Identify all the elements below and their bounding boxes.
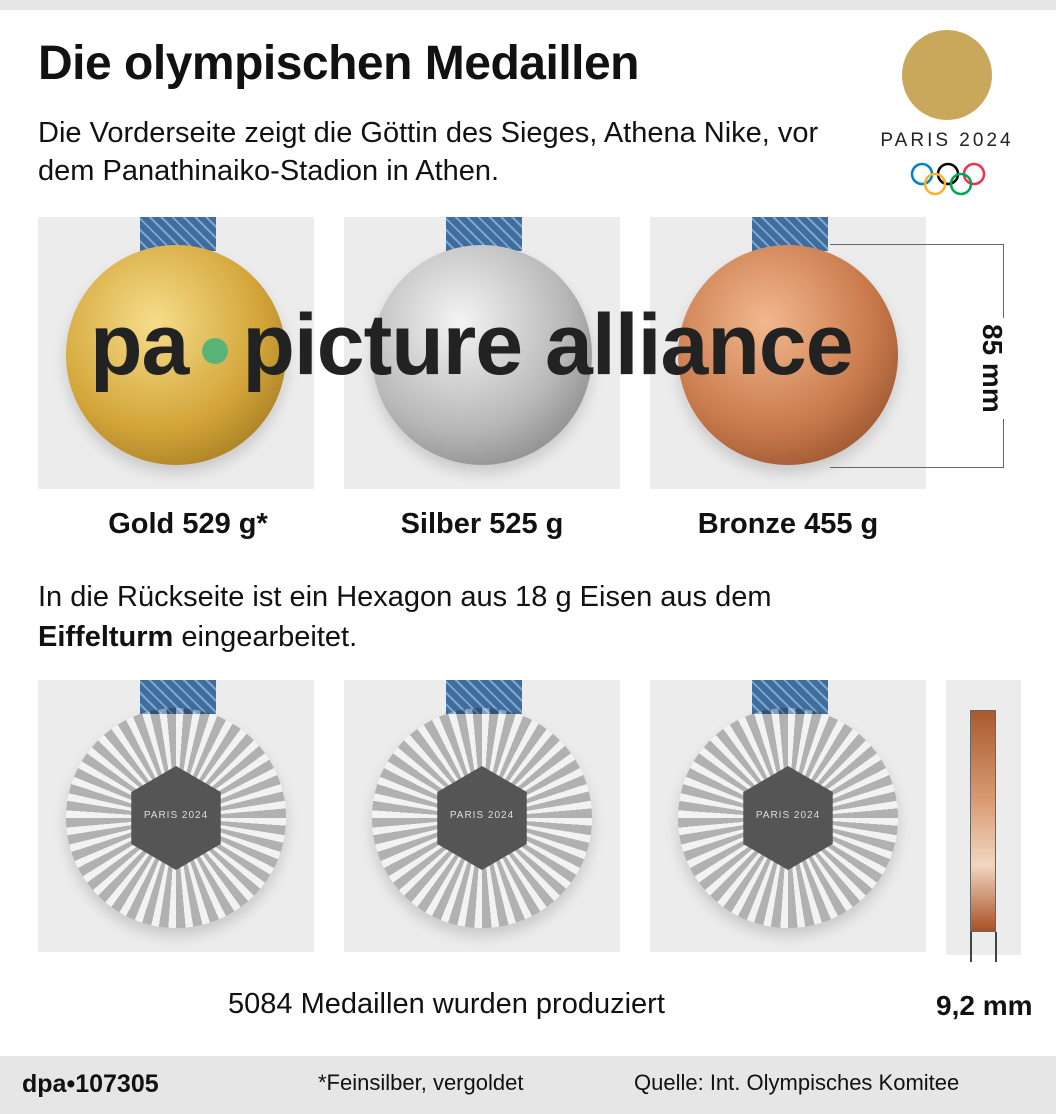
top-bar	[0, 0, 1056, 10]
ribbon	[752, 680, 828, 714]
thickness-label: 9,2 mm	[936, 990, 1033, 1021]
medal-image	[678, 245, 898, 465]
back-description: In die Rückseite ist ein Hexagon aus 18 …	[38, 577, 938, 657]
footer: dpa•107305 *Feinsilber, vergoldet Quelle…	[0, 1056, 1056, 1114]
medal-edge-view	[946, 680, 1021, 962]
watermark-dot	[202, 338, 229, 365]
back-text-prefix: In die Rückseite ist ein Hexagon aus 18 …	[38, 581, 772, 613]
edge-bar	[970, 710, 996, 932]
subtitle: Die Vorderseite zeigt die Göttin des Sie…	[38, 117, 819, 187]
medal-image: PARIS 2024	[678, 708, 898, 928]
ribbon	[446, 680, 522, 714]
watermark-left: pa	[90, 297, 189, 393]
bronze-medal-back: PARIS 2024	[650, 680, 926, 952]
footnote: *Feinsilber, vergoldet	[318, 1070, 524, 1095]
hex-text: PARIS 2024	[449, 810, 515, 821]
source: Quelle: Int. Olympisches Komitee	[634, 1070, 960, 1095]
medal-image	[66, 245, 286, 465]
watermark-right: picture alliance	[242, 297, 853, 393]
back-text-suffix: eingearbeitet.	[173, 621, 358, 653]
logo-text: PARIS 2024	[880, 130, 1014, 151]
medal-image: PARIS 2024	[372, 708, 592, 928]
dimension-line	[970, 932, 972, 962]
silver-medal-back: PARIS 2024	[344, 680, 620, 952]
flame-icon	[902, 30, 992, 120]
hex-text: PARIS 2024	[755, 810, 821, 821]
paris-2024-logo: PARIS 2024	[872, 30, 1022, 200]
dimension-line	[995, 932, 997, 962]
gold-medal-back: PARIS 2024	[38, 680, 314, 952]
medal-image: PARIS 2024	[66, 708, 286, 928]
gold-medal-front	[38, 217, 314, 489]
silver-label: Silber 525 g	[400, 508, 564, 540]
medal-image	[372, 245, 592, 465]
bronze-label: Bronze 455 g	[697, 508, 879, 540]
diameter-label: 85 mm	[976, 318, 1008, 419]
back-text-bold: Eiffelturm	[38, 621, 174, 653]
production-count: 5084 Medaillen wurden produziert	[228, 988, 665, 1020]
ribbon	[140, 680, 216, 714]
hexagon: PARIS 2024	[437, 766, 527, 870]
graphic-id: dpa•107305	[22, 1070, 159, 1098]
silver-medal-front	[344, 217, 620, 489]
bronze-medal-front	[650, 217, 926, 489]
olympic-rings-icon	[910, 162, 986, 196]
hexagon: PARIS 2024	[743, 766, 833, 870]
watermark: pa picture alliance	[90, 295, 854, 395]
gold-label: Gold 529 g*	[108, 508, 268, 540]
hex-text: PARIS 2024	[143, 810, 209, 821]
page-title: Die olympischen Medaillen	[38, 37, 640, 90]
hexagon: PARIS 2024	[131, 766, 221, 870]
